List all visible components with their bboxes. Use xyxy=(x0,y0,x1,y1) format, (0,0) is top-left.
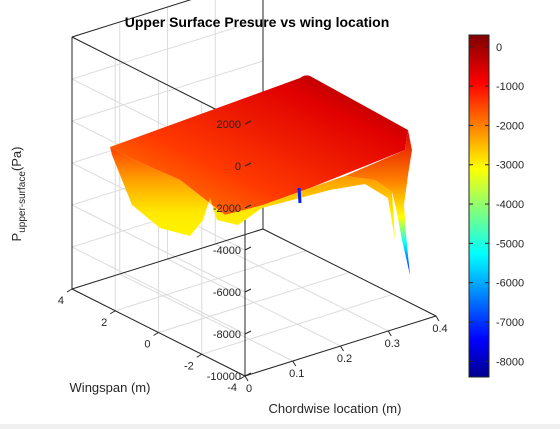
z-tick-label: 0 xyxy=(235,161,241,173)
z-tick xyxy=(244,288,252,293)
y-tick xyxy=(109,310,116,315)
z-tick xyxy=(244,330,252,335)
colorbar-tick-label: -3000 xyxy=(496,160,524,172)
z-tick-labels: 2000 0 -2000 -4000 -6000 -8000 -10000 xyxy=(207,119,241,383)
axes-floor-pane xyxy=(72,205,436,376)
y-tick-label: 4 xyxy=(58,295,64,307)
colorbar-tick-label: -5000 xyxy=(496,238,524,250)
colorbar-tick-label: 0 xyxy=(496,42,502,54)
x-tick-label: 0 xyxy=(246,383,252,395)
grid-line xyxy=(158,272,350,333)
x-tick xyxy=(387,330,392,337)
surface-spike-blue xyxy=(297,187,302,204)
colorbar xyxy=(468,34,490,378)
axes-box-edge xyxy=(262,228,437,317)
axis-tick-marks xyxy=(66,120,440,382)
z-tick-label: -4000 xyxy=(213,245,241,257)
surface-front-face xyxy=(110,147,395,240)
axes-box-edge xyxy=(71,228,264,290)
y-tick-label: -4 xyxy=(227,382,237,394)
pressure-surface xyxy=(110,75,412,275)
x-tick-label: 0.4 xyxy=(432,323,447,335)
x-tick-label: 0.3 xyxy=(385,338,400,350)
surface-top-face xyxy=(110,75,408,215)
grid-line xyxy=(115,250,307,312)
colorbar-tick-label: -2000 xyxy=(496,120,524,132)
axes-box-edge xyxy=(71,0,192,38)
x-tick xyxy=(435,315,440,322)
x-tick xyxy=(292,360,297,367)
y-tick-label: 0 xyxy=(144,339,150,351)
colorbar-tick-label: -7000 xyxy=(496,317,524,329)
z-tick-label: -6000 xyxy=(213,287,241,299)
y-tick-label: 2 xyxy=(101,317,107,329)
z-tick xyxy=(244,120,252,125)
z-tick xyxy=(244,372,252,377)
z-axis-label-unit: (Pa) xyxy=(9,147,24,172)
x-tick xyxy=(244,375,249,382)
z-tick xyxy=(244,204,252,209)
z-tick-label: -10000 xyxy=(207,371,241,383)
x-tick-labels: 0 0.1 0.2 0.3 0.4 xyxy=(246,323,448,395)
chart-title: Upper Surface Presure vs wing location xyxy=(125,14,390,30)
colorbar-ticks: 0 -1000 -2000 -3000 -4000 -5000 -6000 -7000 -800… xyxy=(469,42,524,368)
colorbar-tick-label: -4000 xyxy=(496,199,524,211)
surface-right-face xyxy=(345,130,412,275)
y-axis-label: Wingspan (m) xyxy=(70,380,151,395)
y-tick-labels: 4 2 0 -2 -4 xyxy=(58,295,237,394)
z-axis-label-subscript: upper-surface xyxy=(17,171,28,233)
grid-line xyxy=(201,293,393,355)
z-tick-label: -8000 xyxy=(213,329,241,341)
y-tick xyxy=(153,332,159,336)
colorbar-tick-label: -8000 xyxy=(496,356,524,368)
x-tick-label: 0.2 xyxy=(337,353,352,365)
z-tick xyxy=(244,162,252,167)
y-tick xyxy=(66,288,73,293)
colorbar-tick-label: -1000 xyxy=(496,81,524,93)
y-tick xyxy=(196,353,203,358)
z-axis-label-main: P xyxy=(9,233,24,242)
z-axis-label: Pupper-surface(Pa) xyxy=(9,147,28,242)
x-axis-label: Chordwise location (m) xyxy=(269,401,402,416)
y-tick-label: -2 xyxy=(184,360,194,372)
x-tick xyxy=(340,345,344,352)
z-tick xyxy=(244,246,252,251)
x-tick-label: 0.1 xyxy=(289,368,304,380)
y-tick xyxy=(239,375,246,380)
z-tick-label: -2000 xyxy=(213,203,241,215)
colorbar-tick-label: -6000 xyxy=(496,278,524,290)
z-tick-label: 2000 xyxy=(217,119,241,131)
